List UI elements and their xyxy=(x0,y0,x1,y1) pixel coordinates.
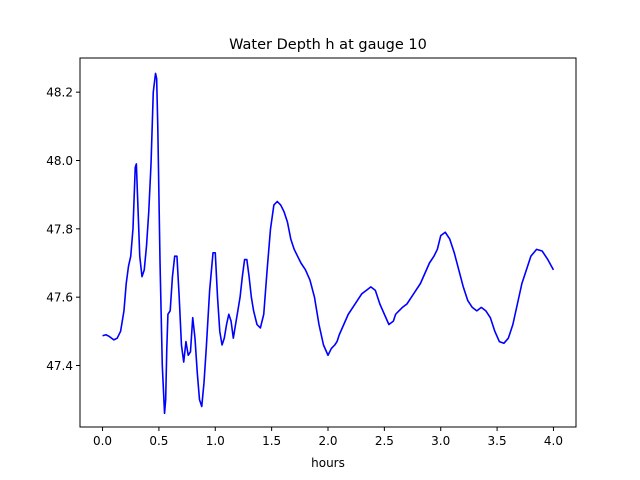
y-tick-label: 48.0 xyxy=(46,154,73,168)
x-tick-label: 0.5 xyxy=(149,434,168,448)
chart-title: Water Depth h at gauge 10 xyxy=(229,37,427,53)
x-tick-label: 2.0 xyxy=(318,434,337,448)
plot-frame xyxy=(79,57,577,428)
y-tick-label: 47.8 xyxy=(46,222,73,236)
x-tick-label: 3.5 xyxy=(488,434,507,448)
x-axis-label: hours xyxy=(311,456,345,470)
x-tick-label: 1.0 xyxy=(206,434,225,448)
plot-area xyxy=(102,72,555,415)
y-tick-label: 47.4 xyxy=(46,359,73,373)
x-tick-label: 2.5 xyxy=(375,434,394,448)
y-tick-label: 48.2 xyxy=(46,86,73,100)
x-tick-label: 4.0 xyxy=(544,434,563,448)
x-tick-label: 1.5 xyxy=(262,434,281,448)
x-axis: 0.0 0.5 1.0 1.5 2.0 2.5 3.0 3.5 4.0 xyxy=(93,427,563,448)
y-tick-label: 47.6 xyxy=(46,291,73,305)
series-line-0 xyxy=(102,72,555,415)
x-tick-label: 0.0 xyxy=(93,434,112,448)
y-axis: 47.4 47.6 47.8 48.0 48.2 xyxy=(46,86,80,373)
x-tick-label: 3.0 xyxy=(431,434,450,448)
